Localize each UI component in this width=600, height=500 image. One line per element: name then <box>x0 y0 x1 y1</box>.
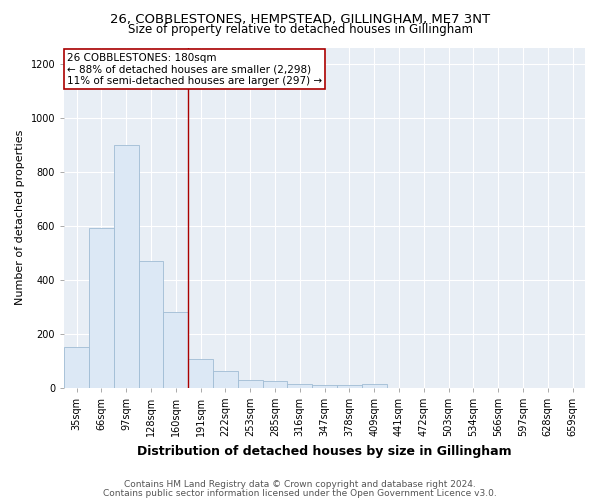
Text: 26, COBBLESTONES, HEMPSTEAD, GILLINGHAM, ME7 3NT: 26, COBBLESTONES, HEMPSTEAD, GILLINGHAM,… <box>110 12 490 26</box>
Bar <box>188 360 213 388</box>
X-axis label: Distribution of detached houses by size in Gillingham: Distribution of detached houses by size … <box>137 444 512 458</box>
Bar <box>64 347 89 388</box>
Text: Size of property relative to detached houses in Gillingham: Size of property relative to detached ho… <box>128 24 473 36</box>
Bar <box>312 385 337 388</box>
Bar <box>139 261 163 388</box>
Text: Contains public sector information licensed under the Open Government Licence v3: Contains public sector information licen… <box>103 488 497 498</box>
Bar <box>238 380 263 388</box>
Bar <box>213 371 238 388</box>
Bar <box>337 386 362 388</box>
Bar <box>287 384 312 388</box>
Bar <box>114 144 139 388</box>
Y-axis label: Number of detached properties: Number of detached properties <box>15 130 25 306</box>
Bar <box>163 312 188 388</box>
Text: Contains HM Land Registry data © Crown copyright and database right 2024.: Contains HM Land Registry data © Crown c… <box>124 480 476 489</box>
Text: 26 COBBLESTONES: 180sqm
← 88% of detached houses are smaller (2,298)
11% of semi: 26 COBBLESTONES: 180sqm ← 88% of detache… <box>67 52 322 86</box>
Bar <box>263 381 287 388</box>
Bar <box>362 384 386 388</box>
Bar <box>89 228 114 388</box>
